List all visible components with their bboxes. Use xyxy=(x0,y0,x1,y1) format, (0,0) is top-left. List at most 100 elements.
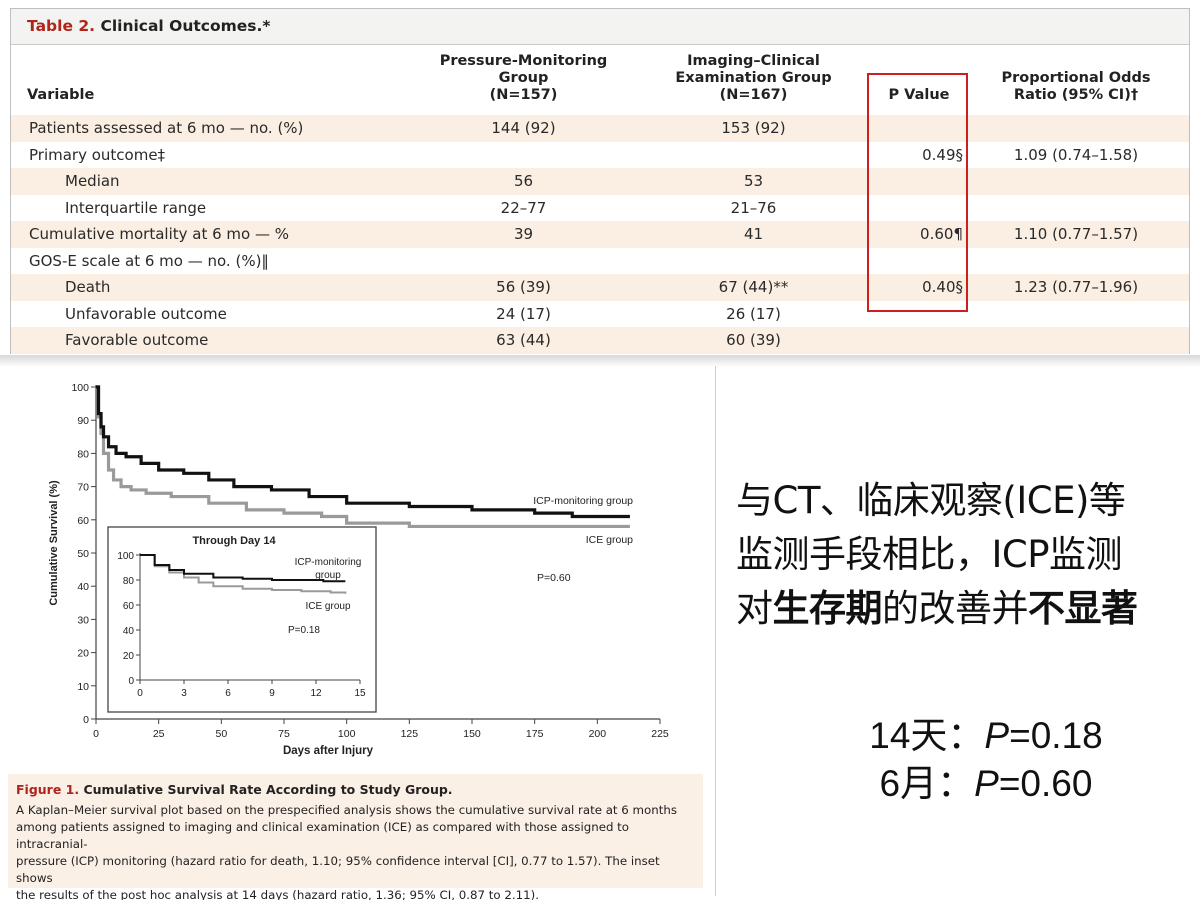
cell-odds-ratio: 1.23 (0.77–1.96) xyxy=(1013,278,1139,296)
caption-title-text: Cumulative Survival Rate According to St… xyxy=(83,782,453,797)
x-tick-label: 75 xyxy=(278,728,290,740)
p-value-6-months: 6月：P=0.60 xyxy=(836,760,1136,808)
caption-line: A Kaplan–Meier survival plot based on th… xyxy=(16,803,677,817)
inset-legend-ice: ICE group xyxy=(305,601,350,612)
y-tick-label: 40 xyxy=(77,581,89,593)
inset-legend-icp-line-2: group xyxy=(315,570,341,581)
commentary-emphasis: 不显著 xyxy=(1028,587,1138,630)
cell-pressure-group: 22–77 xyxy=(500,198,547,217)
y-tick-label: 0 xyxy=(83,714,89,726)
column-header-imaging-group: Imaging–Clinical Examination Group (N=16… xyxy=(651,53,856,104)
chinese-commentary: 与CT、临床观察(ICE)等 监测手段相比，ICP监测 对生存期的改善并不显著 xyxy=(736,474,1196,636)
table-row: Favorable outcome 63 (44) 60 (39) xyxy=(11,327,1189,354)
inset-series-line-icp-monitoring-group xyxy=(140,554,346,583)
cell-odds-ratio: 1.10 (0.77–1.57) xyxy=(1013,225,1139,243)
inset-title: Through Day 14 xyxy=(192,535,276,547)
y-tick-label: 30 xyxy=(77,614,89,626)
commentary-line-2: 监测手段相比，ICP监测 xyxy=(736,533,1123,576)
table-row: Unfavorable outcome 24 (17) 26 (17) xyxy=(11,301,1189,328)
inset-y-tick-label: 20 xyxy=(123,651,135,662)
inset-x-tick-label: 12 xyxy=(310,688,322,699)
y-tick-label: 70 xyxy=(77,482,89,494)
cell-variable: Unfavorable outcome xyxy=(65,304,227,323)
p-value-annotation-main: P=0.60 xyxy=(537,572,571,584)
inset-y-tick-label: 80 xyxy=(123,576,135,587)
survival-figure: 0 10 20 30 40 50 60 70 80 90 100 0 25 50 75 100 125 150 17… xyxy=(0,366,716,900)
y-tick-label: 60 xyxy=(77,515,89,527)
column-header-p-value: P Value xyxy=(888,87,950,103)
cell-variable: Favorable outcome xyxy=(65,331,209,349)
cell-pressure-group: 56 (39) xyxy=(496,278,551,296)
column-header-odds-ratio: Proportional Odds Ratio (95% CI)† xyxy=(976,70,1176,104)
column-header-line: Ratio (95% CI)† xyxy=(1013,87,1139,103)
caption-body: A Kaplan–Meier survival plot based on th… xyxy=(16,802,695,900)
x-tick-label: 175 xyxy=(526,728,544,740)
inset-y-tick-label: 40 xyxy=(123,626,135,637)
table-row: Interquartile range 22–77 21–76 xyxy=(11,195,1189,222)
cell-variable: Cumulative mortality at 6 mo — % xyxy=(29,225,290,243)
cell-odds-ratio: 1.09 (0.74–1.58) xyxy=(1013,145,1139,164)
column-header-line: Imaging–Clinical xyxy=(687,53,820,69)
series-line-icp-monitoring-group xyxy=(96,385,630,519)
column-header-pressure-group: Pressure-Monitoring Group (N=157) xyxy=(421,53,626,104)
caption-title: Figure 1. Cumulative Survival Rate Accor… xyxy=(16,782,695,797)
legend-label-icp-monitoring-group: ICP-monitoring group xyxy=(533,495,633,507)
p-number: =0.60 xyxy=(998,763,1093,804)
inset-y-tick-label: 0 xyxy=(128,676,134,687)
commentary-line-1: 与CT、临床观察(ICE)等 xyxy=(736,479,1126,522)
x-tick-label: 225 xyxy=(651,728,669,740)
cell-imaging-group: 53 xyxy=(743,172,764,190)
x-tick-label: 50 xyxy=(215,728,227,740)
p-value-14-days: 14天：P=0.18 xyxy=(836,712,1136,760)
y-tick-label: 80 xyxy=(77,448,89,460)
table-row: Death 56 (39) 67 (44)** 0.40§ 1.23 (0.77–1.9… xyxy=(11,274,1189,301)
p-number: =0.18 xyxy=(1009,715,1103,756)
cell-imaging-group: 21–76 xyxy=(730,198,777,217)
table-title: Table 2. Clinical Outcomes.* xyxy=(27,17,270,35)
inset-x-tick-label: 15 xyxy=(354,688,366,699)
column-header-line: Examination Group xyxy=(675,70,832,86)
inset-x-tick-label: 9 xyxy=(269,688,275,699)
inset-legend-icp-line-1: ICP-monitoring xyxy=(295,557,362,568)
inset-x-tick-label: 3 xyxy=(181,688,187,699)
table-row: Patients assessed at 6 mo — no. (%) 144 (… xyxy=(11,115,1189,142)
commentary-emphasis: 生存期 xyxy=(772,587,883,630)
cell-pressure-group: 63 (44) xyxy=(496,331,551,349)
cell-variable: Primary outcome‡ xyxy=(29,145,166,164)
figure-caption: Figure 1. Cumulative Survival Rate Accor… xyxy=(8,774,703,900)
x-tick-label: 0 xyxy=(93,728,99,740)
table-row: GOS-E scale at 6 mo — no. (%)‖ xyxy=(11,248,1189,275)
legend-label-ice-group: ICE group xyxy=(586,534,633,546)
table-row: Primary outcome‡ 0.49§ 1.09 (0.74–1.58) xyxy=(11,142,1189,169)
panel-divider xyxy=(0,355,1200,367)
cell-imaging-group: 60 (39) xyxy=(726,331,781,349)
x-axis-label: Days after Injury xyxy=(283,745,374,757)
column-header-line: Group xyxy=(498,70,549,86)
cell-pressure-group: 56 xyxy=(513,172,534,190)
cell-imaging-group: 26 (17) xyxy=(726,304,781,323)
inset-frame xyxy=(107,526,377,713)
cell-imaging-group: 153 (92) xyxy=(721,119,786,137)
p-label: 14天： xyxy=(869,715,985,756)
y-tick-label: 50 xyxy=(77,548,89,560)
commentary-text: 的改善并 xyxy=(882,587,1029,630)
column-header-line: Proportional Odds xyxy=(1001,70,1151,86)
p-symbol: P xyxy=(984,715,1010,756)
y-tick-label: 10 xyxy=(77,681,89,693)
column-header-line: (N=157) xyxy=(489,87,558,103)
commentary-line-3: 对生存期的改善并不显著 xyxy=(736,582,1196,636)
x-tick-label: 125 xyxy=(401,728,419,740)
p-label: 6月： xyxy=(879,763,975,804)
cell-variable: Interquartile range xyxy=(65,198,207,217)
table-row: Median 56 53 xyxy=(11,168,1189,195)
cell-p-value: 0.60¶ xyxy=(920,225,963,243)
caption-line: the results of the post hoc analysis at … xyxy=(16,888,539,900)
inset-x-tick-label: 0 xyxy=(137,688,143,699)
cell-p-value: 0.49§ xyxy=(922,145,963,164)
table-number: Table 2. xyxy=(27,17,96,35)
table-header-bar: Table 2. Clinical Outcomes.* xyxy=(11,9,1189,45)
column-header-line: Pressure-Monitoring xyxy=(439,53,608,69)
caption-line: among patients assigned to imaging and c… xyxy=(16,820,630,851)
inset-x-tick-label: 6 xyxy=(225,688,231,699)
column-header-line: (N=167) xyxy=(719,87,788,103)
